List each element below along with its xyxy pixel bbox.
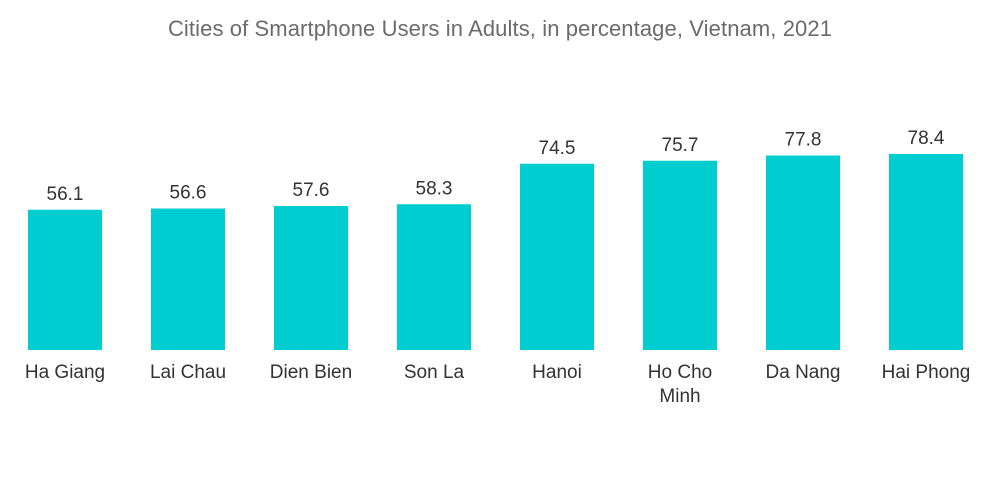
- category-label-line: Ho Cho: [648, 362, 712, 383]
- category-label: Da Nang: [766, 362, 841, 383]
- category-label: Dien Bien: [270, 362, 352, 383]
- category-label: Ha Giang: [25, 362, 105, 383]
- bar-da-nang: [766, 155, 840, 350]
- value-label: 78.4: [908, 128, 945, 149]
- chart-title: Cities of Smartphone Users in Adults, in…: [167, 16, 833, 41]
- category-label: Ho Cho Minh: [648, 362, 712, 407]
- value-label: 75.7: [662, 135, 699, 156]
- category-label-line: Lai Chau: [150, 362, 226, 383]
- category-label-line: Minh: [659, 386, 700, 407]
- category-label: Son La: [404, 362, 465, 383]
- value-label: 56.6: [170, 183, 207, 204]
- bar-ha-giang: [28, 209, 102, 350]
- value-label: 57.6: [293, 180, 330, 201]
- category-label-line: Son La: [404, 362, 465, 383]
- bars-group: [28, 154, 963, 350]
- category-label: Hai Phong: [882, 362, 971, 383]
- value-label: 74.5: [539, 138, 576, 159]
- category-label: Lai Chau: [150, 362, 226, 383]
- bar-hai-phong: [889, 154, 963, 350]
- category-labels-group: Ha Giang Lai Chau Dien Bien Son La Hanoi Ho C…: [25, 362, 971, 407]
- bar-hanoi: [520, 163, 594, 350]
- category-label-line: Dien Bien: [270, 362, 352, 383]
- bar-son-la: [397, 204, 471, 350]
- value-label: 58.3: [416, 178, 453, 199]
- category-label-line: Da Nang: [766, 362, 841, 383]
- bar-lai-chau: [151, 208, 225, 350]
- value-label: 77.8: [785, 130, 822, 151]
- value-labels-group: 56.1 56.6 57.6 58.3 74.5 75.7 77.8 78.4: [47, 128, 945, 205]
- bar-ho-cho-minh: [643, 160, 717, 350]
- bar-dien-bien: [274, 206, 348, 350]
- category-label: Hanoi: [532, 362, 582, 383]
- value-label: 56.1: [47, 184, 84, 205]
- category-label-line: Hanoi: [532, 362, 582, 383]
- category-label-line: Ha Giang: [25, 362, 105, 383]
- category-label-line: Hai Phong: [882, 362, 971, 383]
